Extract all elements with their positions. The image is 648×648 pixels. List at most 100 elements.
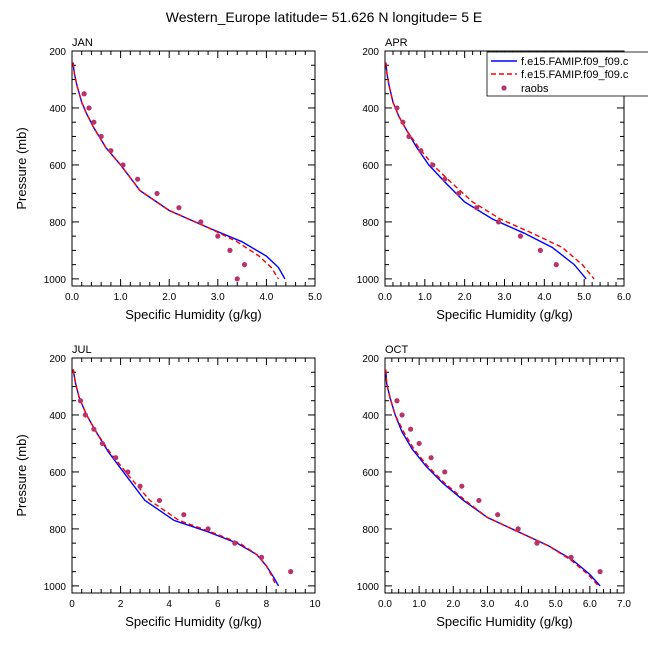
x-axis-title: Specific Humidity (g/kg) [436,614,573,629]
x-tick-label: 2.0 [446,599,460,610]
x-tick-label: 0.0 [378,292,392,303]
x-tick-label: 4.0 [515,599,529,610]
x-tick-label: 7.0 [617,599,631,610]
raobs-point [418,148,424,154]
raobs-point [81,91,87,97]
raobs-point [394,105,400,111]
raobs-point [241,262,248,268]
y-tick-label: 200 [49,354,66,365]
x-tick-label: 6.0 [617,292,631,303]
x-tick-label: 1.0 [418,292,432,303]
x-tick-label: 0.0 [65,292,79,303]
y-axis-title: Pressure (mb) [14,127,29,209]
y-tick-label: 200 [49,47,66,58]
legend-entry: f.e15.FAMIP.f09_f09.c [521,56,629,68]
raobs-point [91,119,97,125]
x-tick-label: 4.0 [537,292,551,303]
raobs-point [537,247,543,253]
x-tick-label: 1.0 [412,599,426,610]
x-tick-label: 3.0 [211,292,225,303]
raobs-point [597,569,603,575]
panel-title: OCT [385,344,409,356]
x-tick-label: 10 [309,599,321,610]
raobs-point [288,569,294,575]
y-tick-label: 400 [49,411,66,422]
raobs-point [181,512,187,518]
raobs-point [91,426,97,432]
raobs-point [400,119,406,125]
x-tick-label: 3.0 [498,292,512,303]
y-tick-label: 800 [362,525,379,536]
x-axis-title: Specific Humidity (g/kg) [125,307,262,322]
x-tick-label: 2 [118,599,124,610]
x-tick-label: 4.0 [259,292,273,303]
raobs-point [495,512,501,518]
raobs-point [442,469,448,475]
raobs-point [135,176,141,182]
raobs-point [568,554,574,560]
panels: JAN 0.0 1.0 2.0 3.0 4.0 5.0 200 400 600 800 1000 Spe… [14,37,631,629]
raobs-point [86,105,92,111]
x-axis-title: Specific Humidity (g/kg) [125,614,262,629]
series-line-solid [72,369,280,587]
raobs-point [176,205,182,211]
raobs-point [442,176,448,182]
plot-frame [384,357,625,594]
raobs-point [156,497,163,504]
raobs-point [205,526,211,532]
raobs-point [459,483,465,489]
raobs-point [430,162,436,168]
panel-title: APR [385,37,408,49]
raobs-point [137,483,143,489]
panel-apr: APR 0.0 1.0 2.0 3.0 4.0 5.0 6.0 200 400 600 800 1000… [357,37,632,322]
raobs-point [99,440,105,447]
panel-jul: JUL 0 2 4 6 8 10 200 400 600 800 1000 Specific Humid… [14,344,321,629]
x-tick-label: 5.0 [308,292,322,303]
y-tick-label: 400 [362,104,379,115]
x-tick-label: 5.0 [577,292,591,303]
y-tick-label: 400 [49,104,66,115]
raobs-point [234,276,240,282]
raobs-point [120,162,126,168]
x-tick-label: 2.0 [458,292,472,303]
x-tick-label: 2.0 [162,292,176,303]
x-tick-label: 3.0 [480,599,494,610]
x-tick-label: 6.0 [583,599,597,610]
y-tick-label: 1000 [44,275,67,286]
panel-oct: OCT 0.0 1.0 2.0 3.0 4.0 5.0 6.0 7.0 200 400 600 800 1… [357,344,632,629]
series-line-solid [385,369,601,587]
y-tick-label: 1000 [357,582,380,593]
raobs-point [399,412,405,418]
raobs-point [474,205,480,211]
raobs-point [154,190,160,197]
raobs-point [215,233,221,239]
series-line-solid [72,62,286,280]
raobs-point [198,219,204,225]
raobs-point [394,398,400,404]
raobs-point [553,262,559,268]
raobs-point [227,247,233,253]
legend: f.e15.FAMIP.f09_f09.cf.e15.FAMIP.f09_f09… [486,51,648,97]
raobs-point [476,497,482,504]
raobs-point [77,398,84,404]
x-tick-label: 0.0 [378,599,392,610]
raobs-point [258,554,265,560]
raobs-point [517,233,524,239]
x-axis-title: Specific Humidity (g/kg) [436,307,573,322]
legend-marker [501,85,507,91]
legend-entry: raobs [521,83,549,95]
raobs-point [495,219,502,225]
y-tick-label: 600 [362,161,379,172]
figure-title: Western_Europe latitude= 51.626 N longit… [166,9,483,25]
series-line-dashed [72,62,280,280]
legend-box [486,51,648,97]
plot-frame [71,50,316,287]
panel-jan: JAN 0.0 1.0 2.0 3.0 4.0 5.0 200 400 600 800 1000 Spe… [14,37,322,322]
series-line-dashed [385,369,599,587]
raobs-point [456,190,462,197]
raobs-point [428,455,434,461]
y-tick-label: 600 [49,468,66,479]
y-tick-label: 800 [49,218,66,229]
y-tick-label: 200 [362,47,379,58]
x-tick-label: 0 [69,599,75,610]
